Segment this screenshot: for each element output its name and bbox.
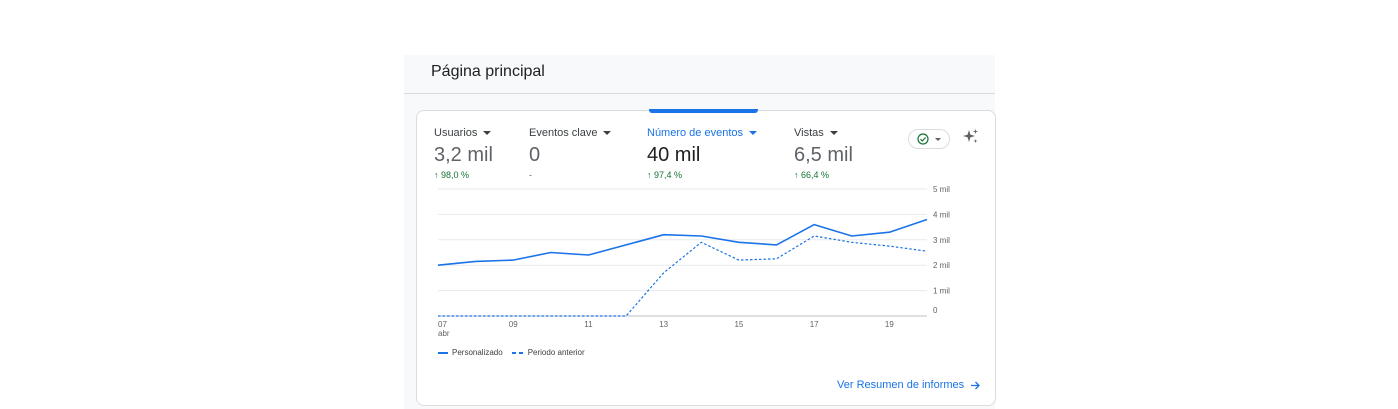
sparkle-icon[interactable] [962,128,980,146]
events-line-chart: 0 1 mil 2 mil 3 mil 4 mil 5 mil 07 09 11 13 15 17 19… [437,185,950,338]
y-tick-label: 2 mil [933,261,950,270]
check-circle-icon [917,133,929,145]
metric-change: 98,0 % [441,170,470,180]
metric-label: Número de eventos [647,127,743,139]
series-line-previous [438,235,928,317]
data-quality-chip[interactable] [908,129,950,149]
arrow-up-icon: ↑ [794,170,799,180]
series-line-current [437,218,928,266]
chart-legend: Personalizado Periodo anterior [438,348,585,357]
y-tick-label: 3 mil [933,236,950,245]
metric-change: 97,4 % [654,170,683,180]
x-tick-label: 09 [509,320,518,329]
legend-solid-swatch [438,351,448,354]
x-tick-label: 17 [810,320,819,329]
arrow-up-icon: ↑ [647,170,652,180]
metric-users[interactable]: Usuarios 3,2 mil ↑ 98,0 % [434,127,493,180]
y-tick-label: 4 mil [933,210,950,219]
active-metric-indicator [649,109,758,113]
chip-caret-icon [935,137,941,141]
arrow-right-icon [971,381,981,389]
metric-views[interactable]: Vistas 6,5 mil ↑ 66,4 % [794,127,853,180]
legend-dashed-swatch [511,351,524,354]
x-tick-label: 07 [438,320,447,329]
legend-item-current: Personalizado [438,348,503,357]
home-panel: Página principal Usuarios 3,2 mil ↑ 98,0… [404,55,996,409]
metric-key-events[interactable]: Eventos clave 0 - [529,127,612,180]
view-reports-label: Ver Resumen de informes [837,379,965,391]
dropdown-caret-icon [749,131,757,135]
page-title: Página principal [431,63,545,80]
legend-item-previous: Periodo anterior [511,348,585,357]
metric-label: Usuarios [434,127,478,139]
y-tick-label: 5 mil [933,185,950,194]
metric-value: 0 [529,144,541,166]
metric-label: Vistas [794,127,824,139]
dropdown-caret-icon [483,131,492,135]
metric-change: 66,4 % [801,170,830,180]
metric-label: Eventos clave [529,127,598,139]
x-tick-label: 11 [584,320,593,329]
dropdown-caret-icon [603,131,612,135]
legend-label: Periodo anterior [527,348,585,357]
metric-event-count[interactable]: Número de eventos 40 mil ↑ 97,4 % [647,127,757,180]
legend-label: Personalizado [452,348,503,357]
y-tick-label: 0 [933,306,938,315]
metric-value: 40 mil [647,144,701,166]
overview-card: Usuarios 3,2 mil ↑ 98,0 % Eventos clave … [416,109,996,406]
x-tick-label: 13 [659,320,668,329]
dropdown-caret-icon [829,131,838,135]
x-tick-label: 19 [885,320,894,329]
y-tick-label: 1 mil [933,287,950,296]
metric-change: - [529,170,532,180]
metric-value: 6,5 mil [794,144,853,166]
title-divider [404,93,995,94]
arrow-up-icon: ↑ [434,170,439,180]
x-tick-label: 15 [734,320,743,329]
metric-value: 3,2 mil [434,144,493,166]
view-reports-link[interactable]: Ver Resumen de informes [837,379,981,391]
x-month-label: abr [438,329,450,338]
